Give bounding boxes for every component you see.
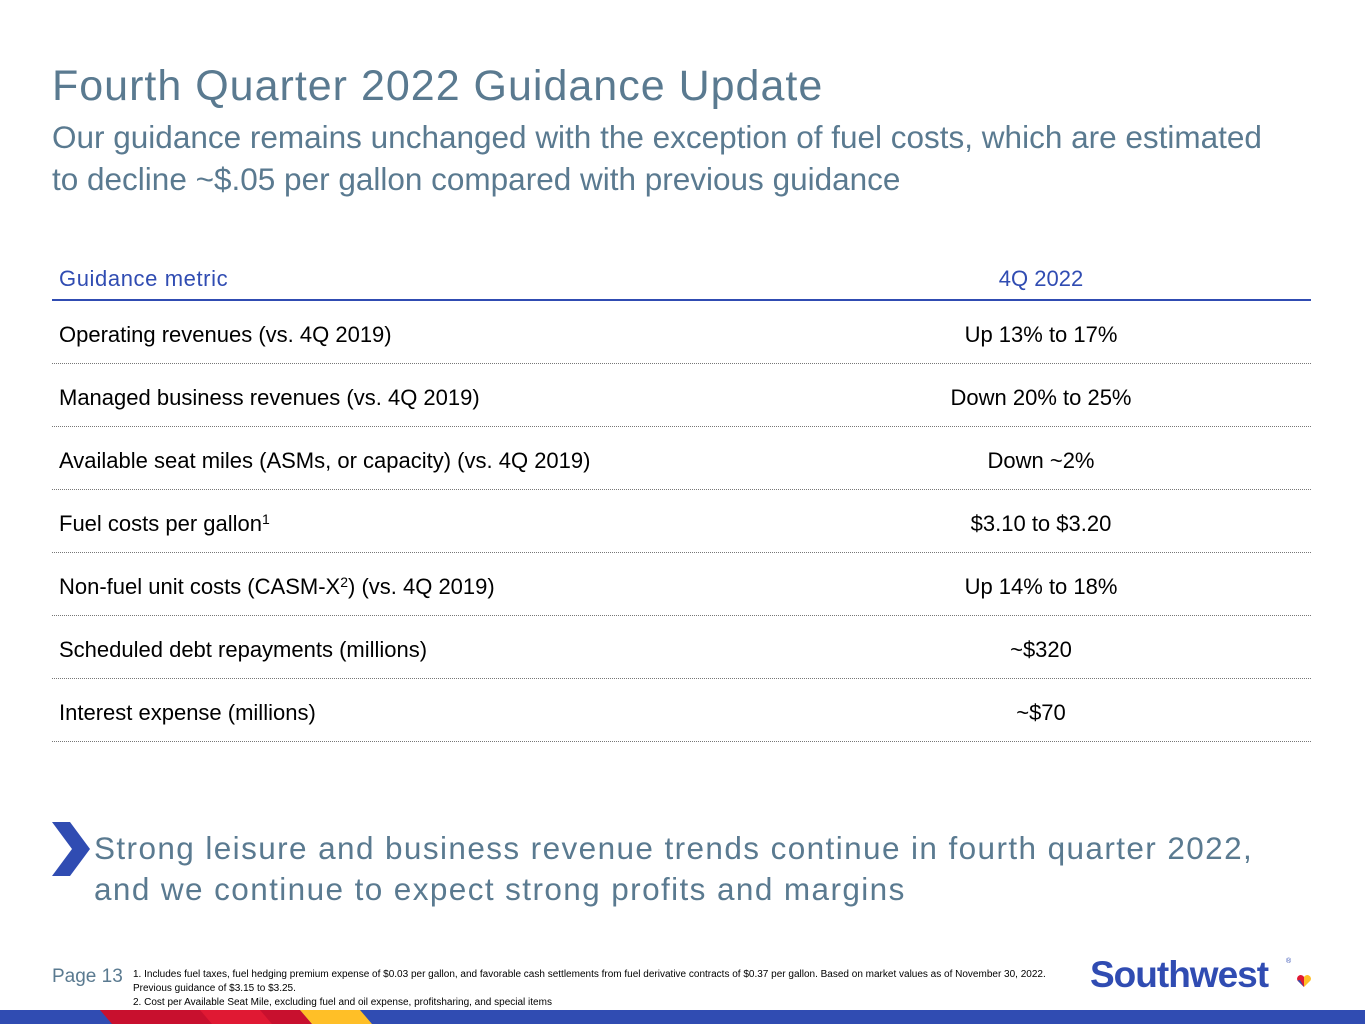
value-cell: Down 20% to 25% <box>950 385 1132 410</box>
footnote-marker: 2 <box>340 574 348 590</box>
value-cell: ~$70 <box>1016 700 1066 725</box>
logo-registered-mark: ® <box>1286 958 1292 965</box>
table-row: Managed business revenues (vs. 4Q 2019) … <box>52 364 1311 427</box>
slide-title: Fourth Quarter 2022 Guidance Update <box>52 62 824 110</box>
page-number: Page 13 <box>52 966 123 987</box>
metric-cell: Scheduled debt repayments (millions) <box>59 637 428 662</box>
slide-subtitle: Our guidance remains unchanged with the … <box>52 119 1262 197</box>
chevron-right-icon <box>52 822 90 876</box>
table-header: Guidance metric 4Q 2022 <box>52 262 1311 301</box>
metric-text-suffix: ) (vs. 4Q 2019) <box>348 574 495 599</box>
table-row: Scheduled debt repayments (millions) ~$3… <box>52 616 1311 679</box>
table-row: Fuel costs per gallon1 $3.10 to $3.20 <box>52 490 1311 553</box>
header-4q-2022: 4Q 2022 <box>998 266 1084 291</box>
value-cell: Up 13% to 17% <box>964 322 1118 347</box>
heart-icon <box>1297 975 1311 987</box>
logo-wordmark: Southwest <box>1090 954 1269 995</box>
footnote-2: 2. Cost per Available Seat Mile, excludi… <box>133 997 552 1008</box>
metric-cell: Managed business revenues (vs. 4Q 2019) <box>59 385 480 410</box>
footnote-1: 1. Includes fuel taxes, fuel hedging pre… <box>133 969 1046 994</box>
metric-cell: Fuel costs per gallon1 <box>59 511 270 537</box>
table-row: Non-fuel unit costs (CASM-X2) (vs. 4Q 20… <box>52 553 1311 616</box>
metric-cell: Interest expense (millions) <box>59 700 316 725</box>
value-cell: Up 14% to 18% <box>964 574 1118 599</box>
table-row: Available seat miles (ASMs, or capacity)… <box>52 427 1311 490</box>
brand-stripe <box>0 1010 1365 1024</box>
header-guidance-metric: Guidance metric <box>59 266 229 291</box>
table-row: Operating revenues (vs. 4Q 2019) Up 13% … <box>52 301 1311 364</box>
footnote-marker: 1 <box>262 511 270 527</box>
metric-text: Non-fuel unit costs (CASM-X <box>59 574 341 599</box>
metric-cell: Non-fuel unit costs (CASM-X2) (vs. 4Q 20… <box>59 574 495 600</box>
metric-cell: Operating revenues (vs. 4Q 2019) <box>59 322 392 347</box>
table-row: Interest expense (millions) ~$70 <box>52 679 1311 742</box>
footnotes: 1. Includes fuel taxes, fuel hedging pre… <box>133 968 1078 1010</box>
southwest-logo: Southwest ® <box>1090 952 1314 1000</box>
metric-text: Fuel costs per gallon <box>59 511 262 536</box>
value-cell: $3.10 to $3.20 <box>970 511 1112 536</box>
value-cell: Down ~2% <box>987 448 1095 473</box>
guidance-table: Guidance metric 4Q 2022 Operating revenu… <box>52 262 1311 742</box>
callout-text: Strong leisure and business revenue tren… <box>94 830 1254 907</box>
value-cell: ~$320 <box>1010 637 1072 662</box>
metric-cell: Available seat miles (ASMs, or capacity)… <box>59 448 591 473</box>
